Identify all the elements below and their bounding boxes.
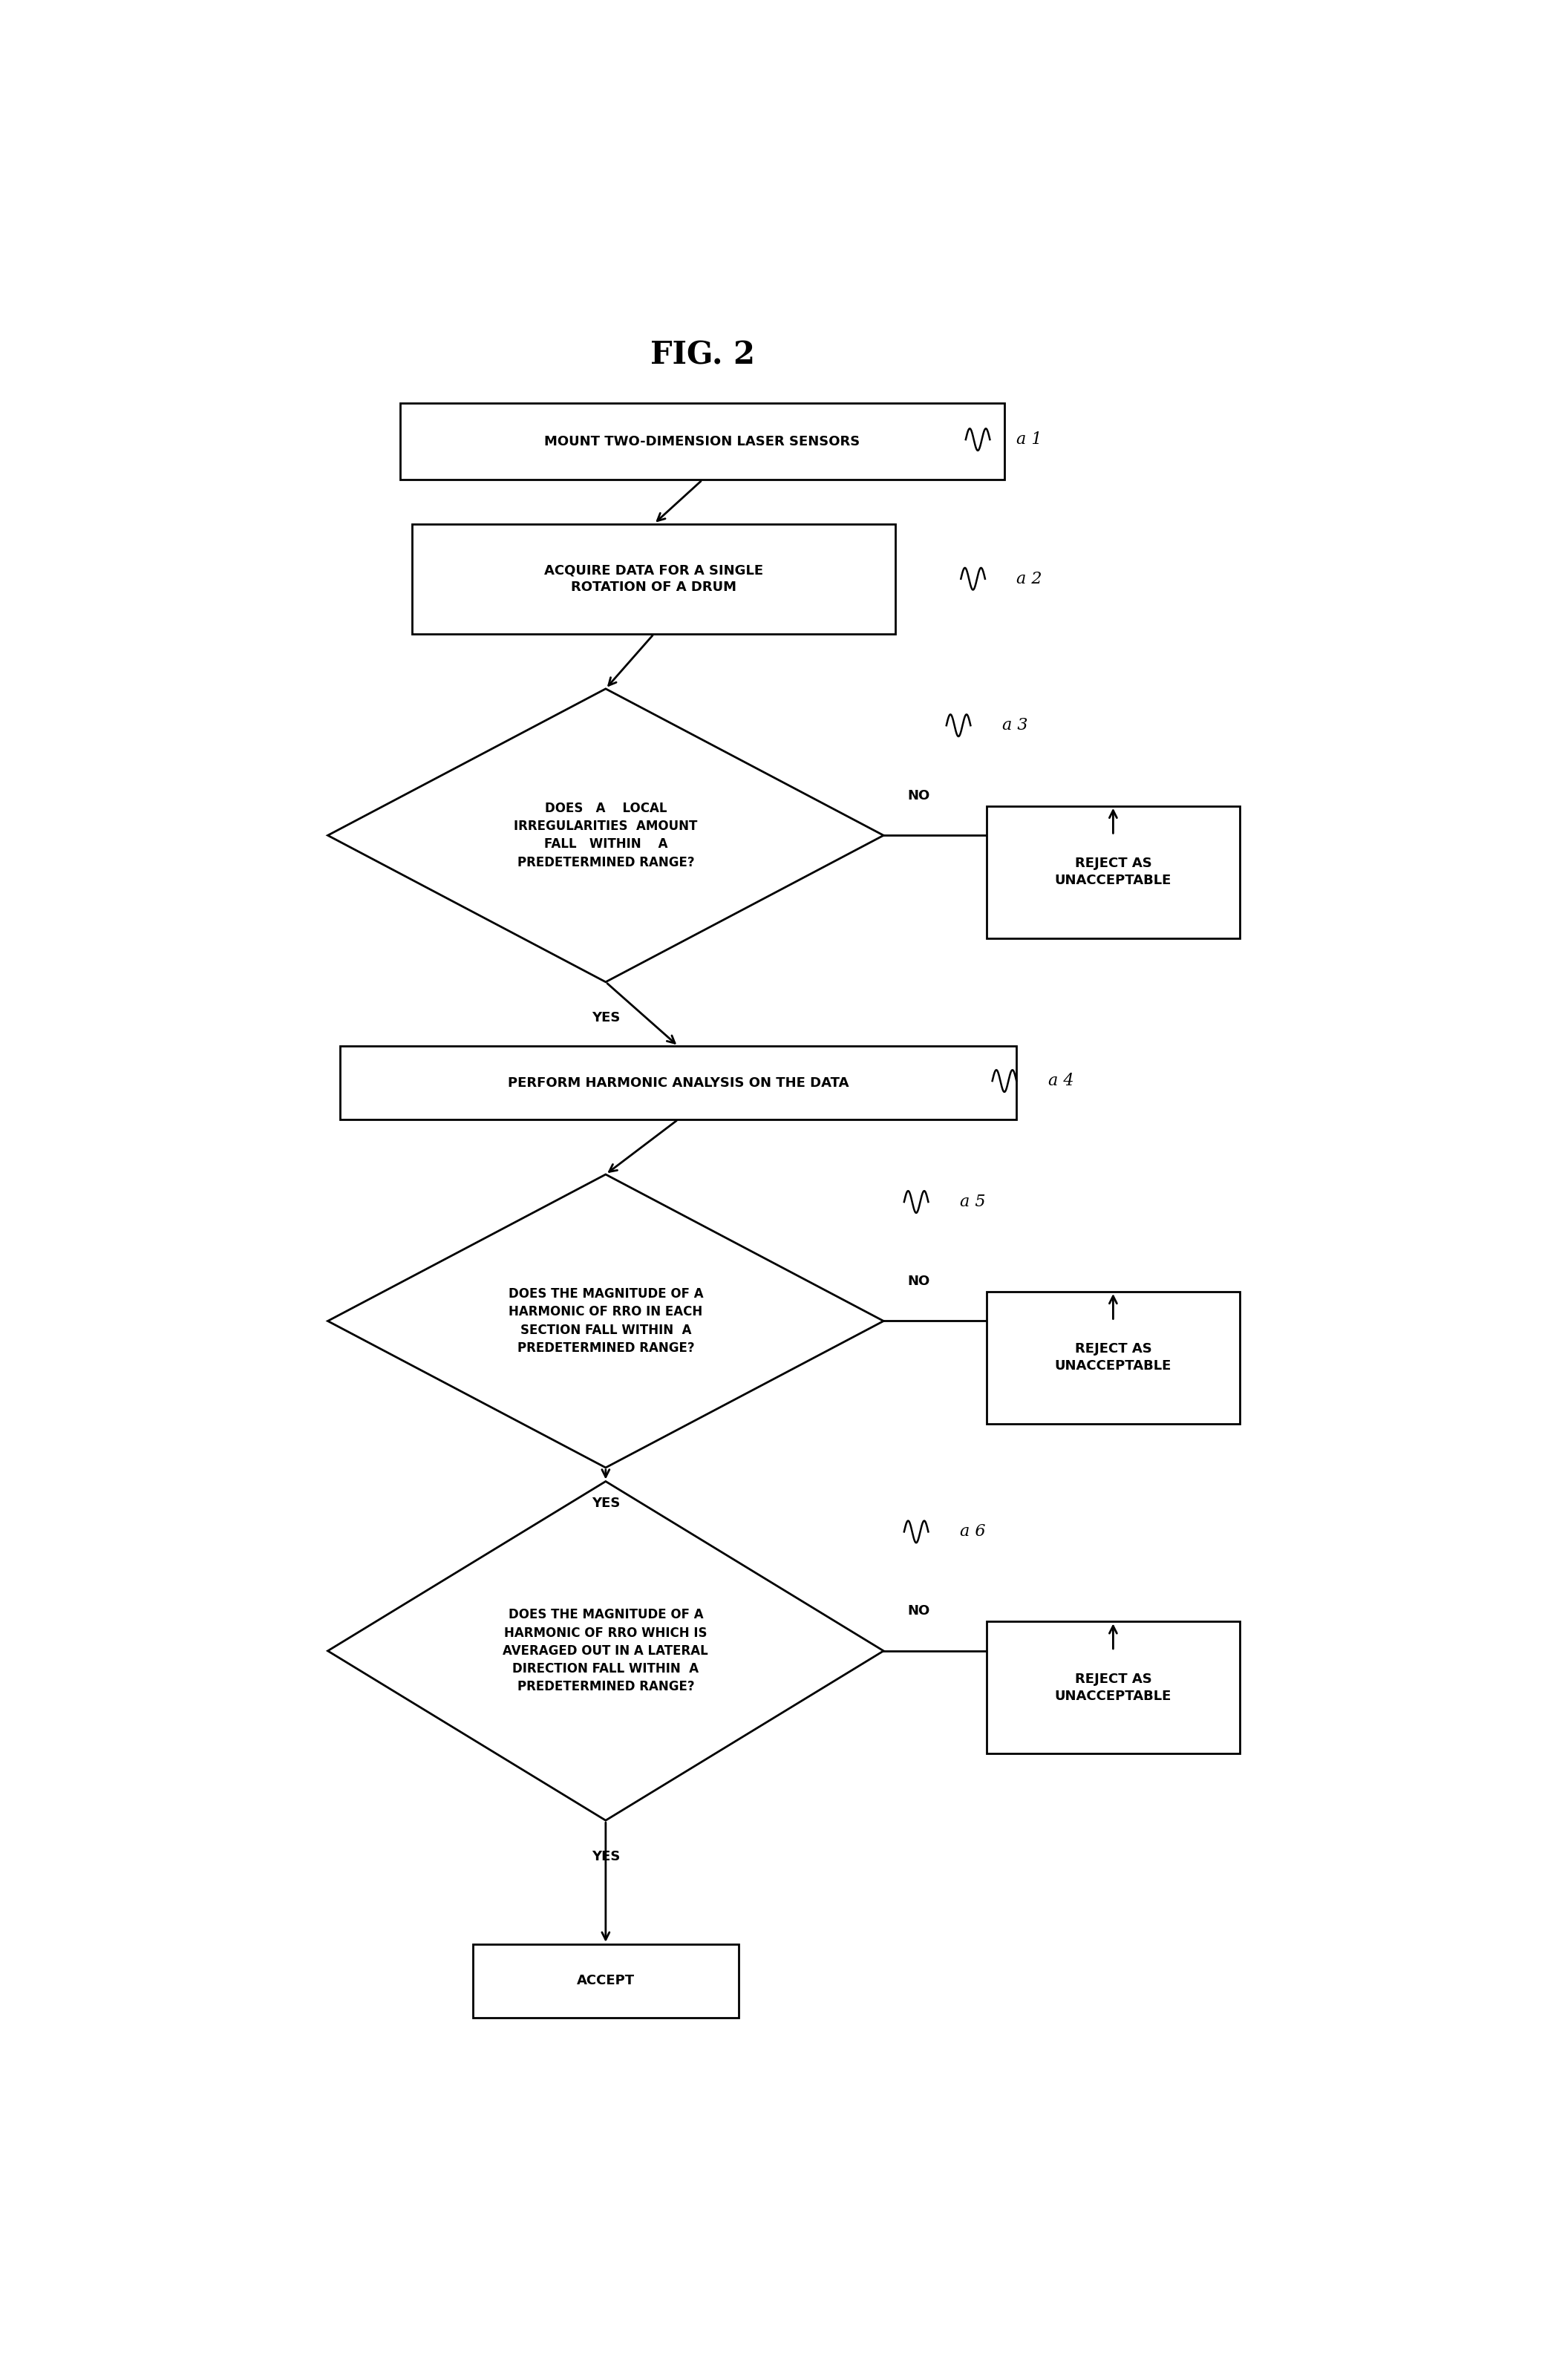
- Text: YES: YES: [591, 1497, 620, 1511]
- Text: REJECT AS
UNACCEPTABLE: REJECT AS UNACCEPTABLE: [1055, 1342, 1171, 1373]
- Bar: [401, 402, 1004, 481]
- Polygon shape: [327, 1173, 884, 1468]
- Text: DOES THE MAGNITUDE OF A
HARMONIC OF RRO IN EACH
SECTION FALL WITHIN  A
PREDETERM: DOES THE MAGNITUDE OF A HARMONIC OF RRO …: [508, 1288, 703, 1354]
- Text: REJECT AS
UNACCEPTABLE: REJECT AS UNACCEPTABLE: [1055, 857, 1171, 888]
- Text: a 1: a 1: [1016, 431, 1041, 447]
- Text: PERFORM HARMONIC ANALYSIS ON THE DATA: PERFORM HARMONIC ANALYSIS ON THE DATA: [508, 1076, 848, 1090]
- Bar: [340, 1047, 1016, 1119]
- Polygon shape: [327, 688, 884, 983]
- Bar: [412, 524, 896, 633]
- Text: DOES THE MAGNITUDE OF A
HARMONIC OF RRO WHICH IS
AVERAGED OUT IN A LATERAL
DIREC: DOES THE MAGNITUDE OF A HARMONIC OF RRO …: [504, 1609, 708, 1695]
- Bar: [987, 807, 1239, 938]
- Bar: [987, 1292, 1239, 1423]
- Text: ACQUIRE DATA FOR A SINGLE
ROTATION OF A DRUM: ACQUIRE DATA FOR A SINGLE ROTATION OF A …: [544, 564, 764, 595]
- Bar: [987, 1621, 1239, 1754]
- Text: a 6: a 6: [960, 1523, 985, 1540]
- Text: NO: NO: [907, 1604, 931, 1618]
- Text: YES: YES: [591, 1849, 620, 1864]
- Bar: [472, 1944, 739, 2018]
- Text: a 3: a 3: [1002, 716, 1027, 733]
- Text: YES: YES: [591, 1011, 620, 1026]
- Text: FIG. 2: FIG. 2: [650, 340, 755, 371]
- Text: a 4: a 4: [1048, 1073, 1074, 1090]
- Polygon shape: [327, 1480, 884, 1821]
- Text: a 5: a 5: [960, 1195, 985, 1209]
- Text: a 2: a 2: [1016, 571, 1041, 588]
- Text: MOUNT TWO-DIMENSION LASER SENSORS: MOUNT TWO-DIMENSION LASER SENSORS: [544, 436, 861, 447]
- Text: REJECT AS
UNACCEPTABLE: REJECT AS UNACCEPTABLE: [1055, 1673, 1171, 1702]
- Text: DOES   A    LOCAL
IRREGULARITIES  AMOUNT
FALL   WITHIN    A
PREDETERMINED RANGE?: DOES A LOCAL IRREGULARITIES AMOUNT FALL …: [514, 802, 697, 869]
- Text: ACCEPT: ACCEPT: [577, 1973, 635, 1987]
- Text: NO: NO: [907, 1276, 931, 1288]
- Text: NO: NO: [907, 790, 931, 802]
